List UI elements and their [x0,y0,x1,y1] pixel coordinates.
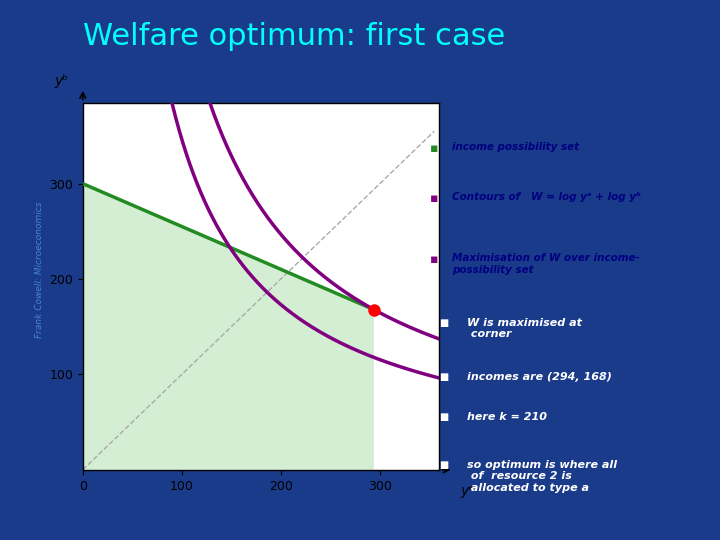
Text: ▪: ▪ [430,253,438,266]
Text: here k = 210: here k = 210 [467,411,547,422]
Text: W is maximised at
 corner: W is maximised at corner [467,318,582,339]
Text: yᵃ: yᵃ [461,484,474,498]
Text: so optimum is where all
 of  resource 2 is
 allocated to type a: so optimum is where all of resource 2 is… [467,460,617,493]
Text: ■: ■ [439,318,449,328]
Text: yᵇ: yᵇ [54,74,68,88]
Text: ■: ■ [439,460,449,470]
Text: incomes are (294, 168): incomes are (294, 168) [467,373,612,382]
Polygon shape [83,184,374,470]
Text: ■: ■ [439,373,449,382]
Text: income possibility set: income possibility set [452,141,580,152]
Text: ▪: ▪ [430,141,438,154]
Text: Welfare optimum: first case: Welfare optimum: first case [83,22,505,51]
Text: Maximisation of W over income-
possibility set: Maximisation of W over income- possibili… [452,253,640,275]
Text: ■: ■ [439,411,449,422]
Text: Frank Cowell: Microeconomics: Frank Cowell: Microeconomics [35,202,44,338]
Text: Contours of   W = log yᵃ + log yᵇ: Contours of W = log yᵃ + log yᵇ [452,192,642,202]
Text: ▪: ▪ [430,192,438,205]
